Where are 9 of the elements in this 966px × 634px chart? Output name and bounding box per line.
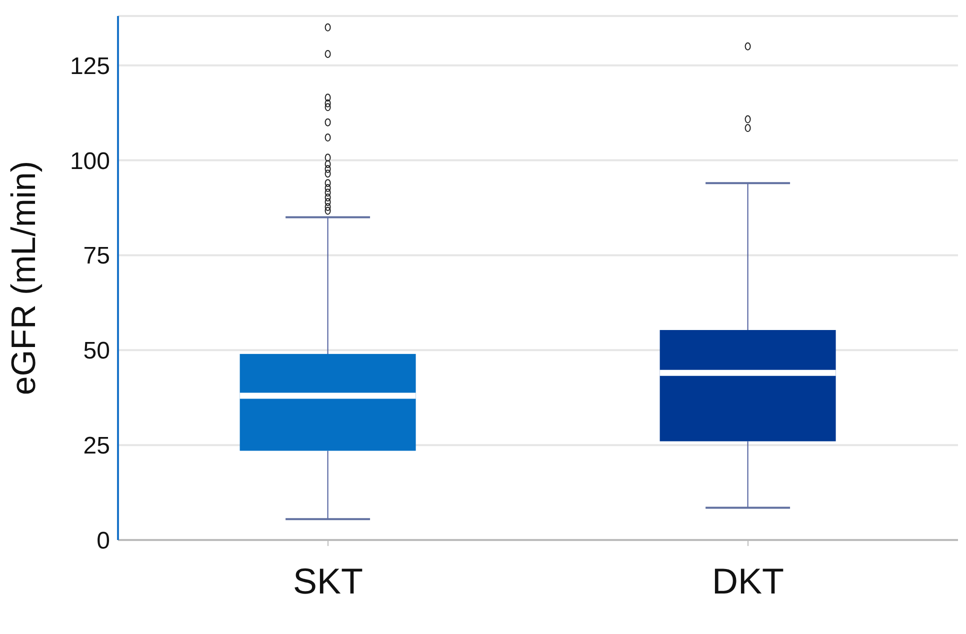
y-tick-label: 50: [83, 338, 110, 365]
y-tick-label: 125: [70, 52, 110, 80]
y-tick-label: 0: [96, 528, 110, 555]
y-tick-label: 25: [83, 432, 110, 460]
y-axis-title: eGFR (mL/min): [5, 160, 44, 396]
y-tick-label: 75: [83, 242, 110, 270]
y-tick-label: 100: [70, 148, 110, 175]
x-tick-label: DKT: [712, 560, 784, 602]
x-tick-label: SKT: [292, 560, 364, 602]
